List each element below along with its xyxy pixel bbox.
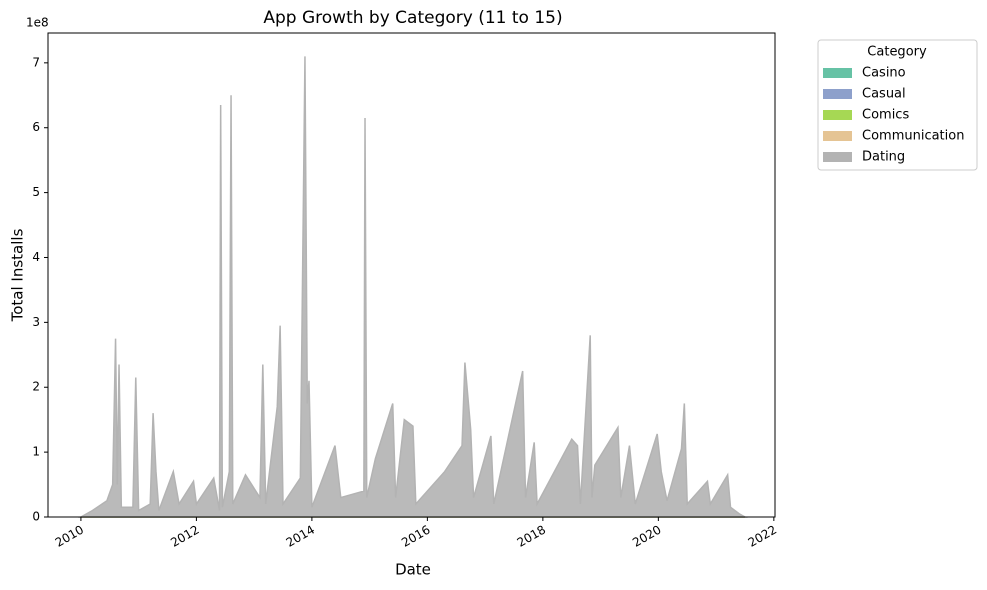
legend-label: Dating — [862, 150, 905, 165]
x-tick-label: 2020 — [630, 523, 663, 550]
y-tick-label: 4 — [32, 250, 40, 264]
y-tick-label: 6 — [32, 120, 40, 134]
y-tick-label: 5 — [32, 185, 40, 199]
legend-title: Category — [867, 45, 927, 60]
y-tick-label: 1 — [32, 445, 40, 459]
legend-swatch — [823, 89, 852, 99]
x-axis-label: Date — [395, 561, 431, 579]
legend-box — [817, 39, 978, 171]
legend-label: Communication — [862, 129, 964, 144]
chart-title: App Growth by Category (11 to 15) — [263, 8, 562, 28]
y-offset-label: 1e8 — [26, 16, 49, 30]
y-tick-label: 3 — [32, 315, 40, 329]
x-tick-label: 2022 — [746, 523, 779, 550]
x-tick-label: 2016 — [399, 523, 432, 550]
x-tick-label: 2018 — [515, 523, 548, 550]
x-tick-label: 2012 — [168, 523, 201, 550]
plot-frame — [47, 32, 776, 518]
legend-label: Casino — [862, 66, 906, 81]
x-tick-label: 2010 — [53, 523, 86, 550]
y-axis-label: Total Installs — [9, 228, 27, 322]
legend-label: Comics — [862, 108, 909, 123]
y-tick-label: 7 — [32, 55, 40, 69]
legend-swatch — [823, 68, 852, 78]
legend-swatch — [823, 110, 852, 120]
legend-swatch — [823, 152, 852, 162]
legend-label: Casual — [862, 87, 906, 102]
plot-area — [78, 56, 748, 518]
legend-swatch — [823, 131, 852, 141]
y-tick-label: 0 — [32, 510, 40, 524]
y-tick-label: 2 — [32, 380, 40, 394]
area — [78, 56, 748, 518]
x-tick-label: 2014 — [284, 523, 317, 550]
